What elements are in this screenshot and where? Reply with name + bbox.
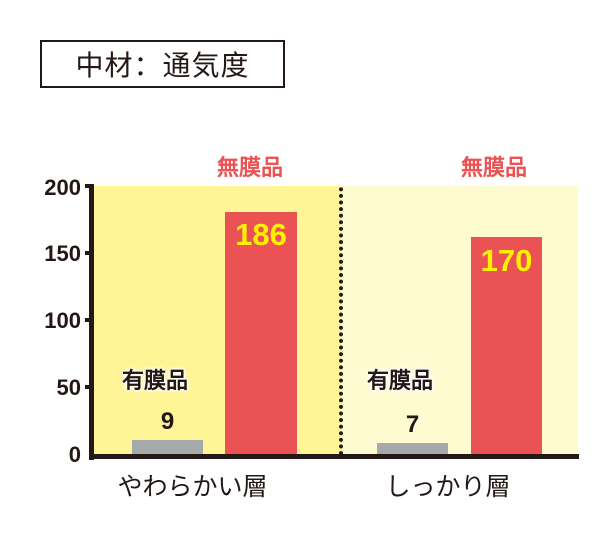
series-label-coated-soft: 有膜品 xyxy=(122,369,189,394)
y-tick-label-150: 150 xyxy=(44,241,81,266)
y-tick-label-50: 50 xyxy=(56,375,81,400)
region-soft-layer xyxy=(92,186,341,456)
bar-coated-firm xyxy=(377,443,448,455)
series-label-uncoated-soft: 無膜品 xyxy=(217,156,284,181)
value-uncoated-soft: 186 xyxy=(235,217,287,252)
value-coated-firm: 7 xyxy=(405,411,420,438)
series-label-uncoated-firm: 無膜品 xyxy=(461,156,528,181)
y-tick-label-0: 0 xyxy=(68,442,81,467)
y-tick-100 xyxy=(85,318,94,322)
y-tick-150 xyxy=(85,251,94,255)
value-coated-soft: 9 xyxy=(160,408,175,435)
bar-coated-soft xyxy=(132,440,203,455)
x-axis xyxy=(89,454,579,459)
category-label-soft: やわらかい層 xyxy=(117,472,268,501)
y-tick-label-200: 200 xyxy=(44,175,81,200)
bar-uncoated-soft xyxy=(225,212,297,455)
chart-title: 中材：通気度 xyxy=(40,40,285,88)
value-uncoated-firm: 170 xyxy=(480,243,533,278)
y-axis xyxy=(89,184,94,460)
y-tick-50 xyxy=(85,385,94,389)
series-label-coated-firm: 有膜品 xyxy=(367,369,434,394)
dotted-divider xyxy=(339,186,343,456)
y-tick-label-100: 100 xyxy=(44,308,81,333)
category-label-firm: しっかり層 xyxy=(385,472,511,501)
bar-uncoated-firm xyxy=(471,237,542,455)
y-tick-200 xyxy=(85,184,94,188)
